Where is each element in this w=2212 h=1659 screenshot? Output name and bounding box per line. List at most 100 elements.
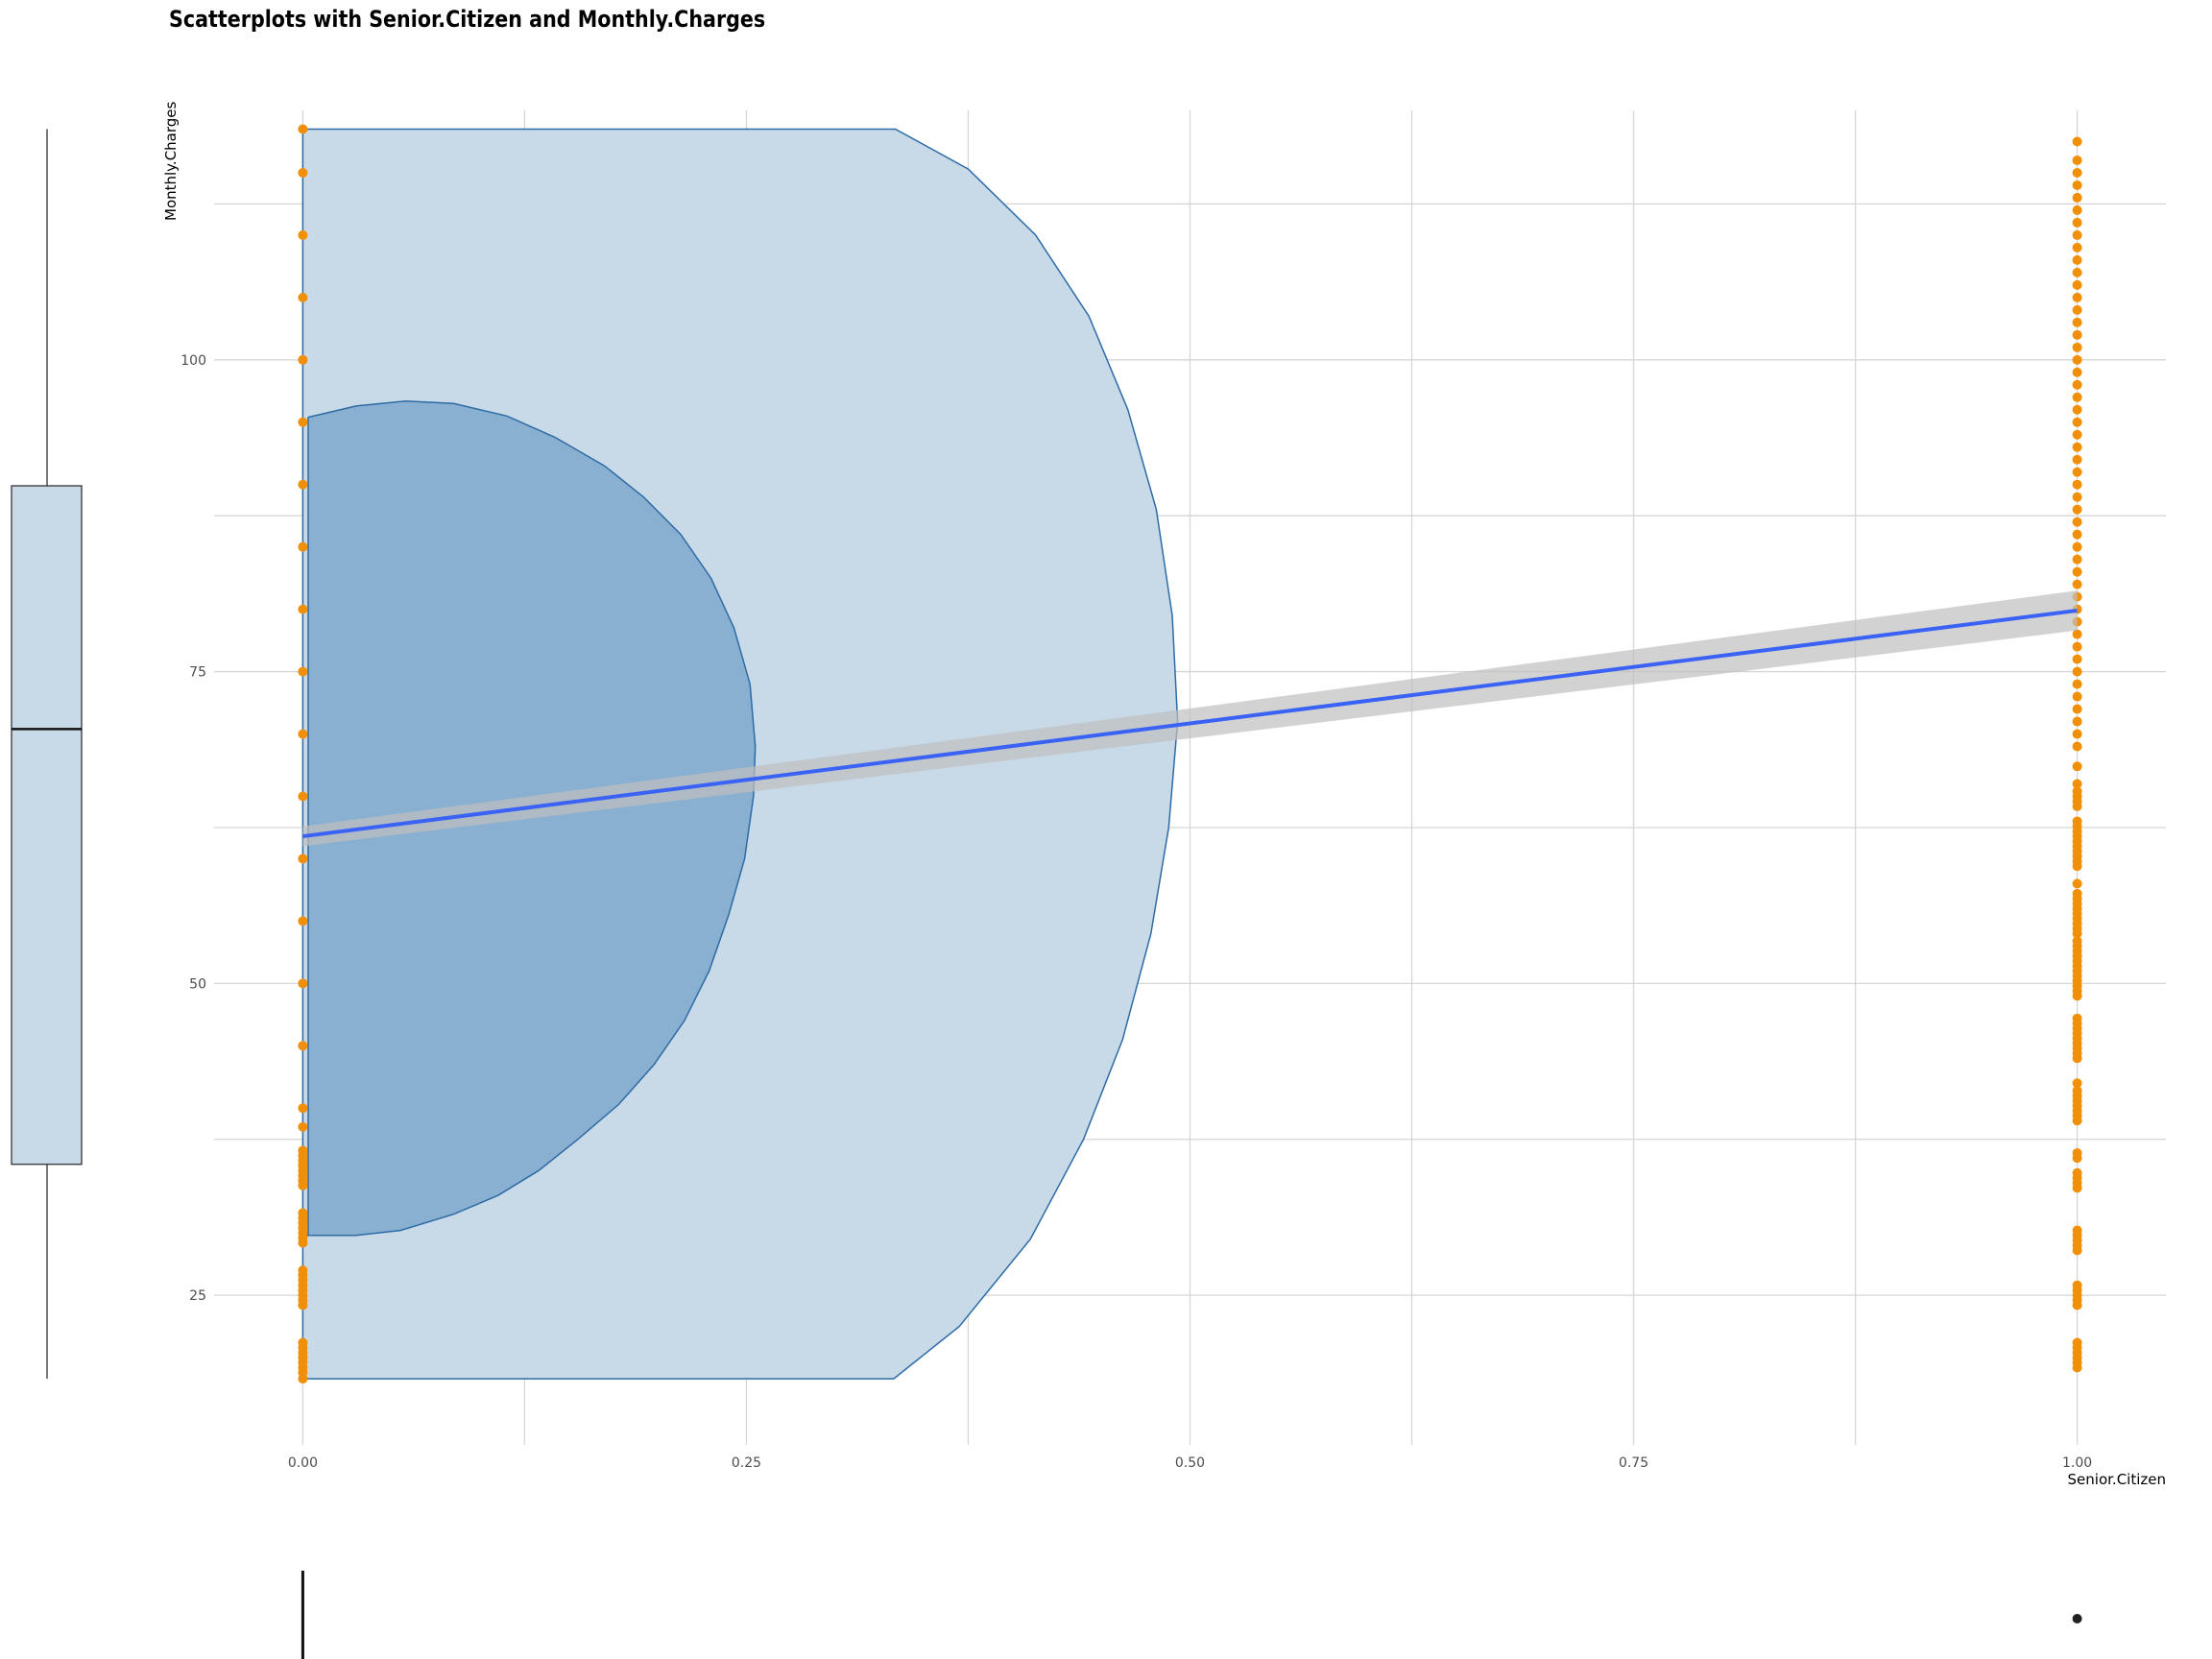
x-tick-label: 0.75 [1619, 1455, 1648, 1471]
data-point [2072, 304, 2082, 315]
data-point [2072, 442, 2082, 452]
data-point [2072, 279, 2082, 290]
data-point [2072, 936, 2082, 947]
data-point [2072, 479, 2082, 490]
data-point [2072, 529, 2082, 540]
data-point [2072, 504, 2082, 515]
data-point [2072, 267, 2082, 277]
x-tick-label: 0.25 [732, 1455, 761, 1471]
data-point [2072, 741, 2082, 752]
data-point [2072, 467, 2082, 477]
data-point [2072, 155, 2082, 165]
data-point [2072, 679, 2082, 689]
data-point [298, 417, 308, 427]
data-point [2072, 180, 2082, 190]
data-point [2072, 641, 2082, 652]
y-tick-label: 100 [180, 353, 206, 369]
x-tick-label: 1.00 [2062, 1455, 2092, 1471]
data-point [2072, 1225, 2082, 1236]
data-point [2072, 417, 2082, 427]
x-tick-label: 0.50 [1175, 1455, 1205, 1471]
data-point [2072, 317, 2082, 327]
data-point [2072, 691, 2082, 702]
data-point [298, 729, 308, 739]
data-point [2072, 629, 2082, 639]
y-tick-label: 50 [189, 976, 206, 992]
data-point [2072, 1167, 2082, 1178]
data-point [2072, 1086, 2082, 1096]
data-point [2072, 454, 2082, 465]
data-point [2072, 1078, 2082, 1089]
data-point [2072, 254, 2082, 265]
data-point [298, 1145, 308, 1156]
data-point [2072, 354, 2082, 365]
data-point [2072, 329, 2082, 340]
data-point [298, 167, 308, 178]
data-point [298, 978, 308, 989]
data-point [298, 229, 308, 240]
data-point [2072, 242, 2082, 252]
data-point [2072, 1337, 2082, 1348]
axis-layer: 0.00 0.25 0.50 0.75 1.00 25 50 75 100 [180, 353, 2092, 1471]
data-point [2072, 404, 2082, 415]
data-point [2072, 729, 2082, 739]
data-point [2072, 1013, 2082, 1023]
data-point [2072, 217, 2082, 228]
data-point [2072, 816, 2082, 827]
data-point [2072, 666, 2082, 677]
confidence-band [302, 590, 2078, 847]
data-point [2072, 541, 2082, 552]
data-point [298, 292, 308, 302]
data-point [2072, 878, 2082, 889]
data-point [2072, 429, 2082, 440]
data-point [2072, 367, 2082, 377]
data-point [2072, 716, 2082, 727]
data-point [2072, 554, 2082, 565]
boxplot-x-outlier [2072, 1614, 2082, 1623]
data-point [2072, 654, 2082, 664]
data-point [298, 479, 308, 490]
data-point [2072, 517, 2082, 527]
data-point [298, 916, 308, 926]
data-point [298, 854, 308, 864]
data-point [2072, 786, 2082, 797]
data-point [2072, 136, 2082, 147]
data-point [298, 541, 308, 552]
data-point [2072, 779, 2082, 789]
data-point [298, 124, 308, 134]
regression-layer [302, 590, 2078, 847]
data-point [298, 1103, 308, 1114]
data-point [2072, 204, 2082, 215]
data-point [2072, 704, 2082, 714]
chart-title: Scatterplots with Senior.Citizen and Mon… [169, 6, 766, 33]
data-point [298, 1337, 308, 1348]
data-point [2072, 229, 2082, 240]
data-point [2072, 342, 2082, 352]
y-tick-label: 75 [189, 665, 206, 681]
regression-line [302, 608, 2078, 839]
data-point [298, 1208, 308, 1218]
data-point [298, 1121, 308, 1132]
y-axis-label: Monthly.Charges [162, 101, 180, 221]
x-axis-label: Senior.Citizen [2068, 1471, 2166, 1488]
data-point [2072, 292, 2082, 302]
data-point [298, 666, 308, 677]
data-point [2072, 1280, 2082, 1290]
data-point [298, 1265, 308, 1276]
data-point [2072, 379, 2082, 390]
data-point [2072, 167, 2082, 178]
x-tick-label: 0.00 [288, 1455, 318, 1471]
data-point [2072, 1148, 2082, 1159]
boxplot-box [11, 485, 83, 1166]
data-point [2072, 761, 2082, 772]
data-point [2072, 888, 2082, 899]
data-point [298, 791, 308, 802]
data-point [298, 354, 308, 365]
data-point [298, 604, 308, 614]
y-tick-label: 25 [189, 1288, 206, 1304]
data-point [2072, 566, 2082, 577]
data-point [2072, 579, 2082, 589]
data-point [2072, 492, 2082, 502]
data-point [2072, 192, 2082, 203]
